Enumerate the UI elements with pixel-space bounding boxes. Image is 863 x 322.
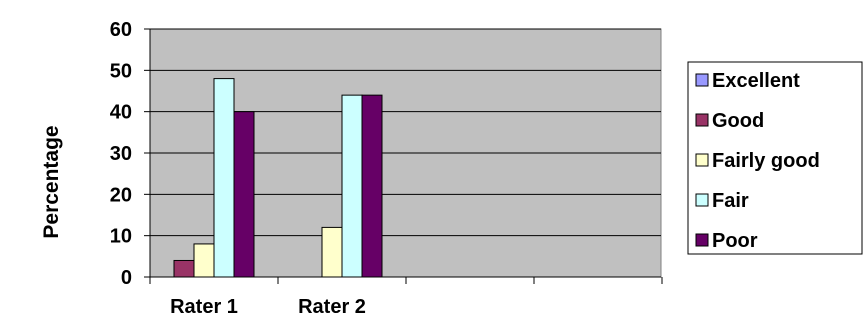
x-category-label: Rater 1 xyxy=(170,296,238,318)
y-tick-label: 40 xyxy=(110,102,132,124)
y-tick-label: 50 xyxy=(110,60,132,82)
bars xyxy=(173,78,383,278)
x-category-labels: Rater 1 Rater 2 xyxy=(170,296,366,318)
y-tick-label: 20 xyxy=(110,184,132,206)
legend-swatch xyxy=(695,113,709,127)
legend: Excellent Good Fairly good Fair Poor xyxy=(687,61,863,255)
legend-swatch xyxy=(695,153,709,167)
legend-swatch xyxy=(695,73,709,87)
legend-label: Fairly good xyxy=(712,150,820,172)
legend-label: Excellent xyxy=(712,70,800,92)
legend-label: Good xyxy=(712,110,764,132)
bar-rater-2-fairly-good xyxy=(321,226,343,278)
legend-swatch xyxy=(695,233,709,247)
legend-box xyxy=(687,61,863,255)
bar-rater-1-fairly-good xyxy=(193,243,215,278)
axes xyxy=(144,28,663,284)
bar-rater-1-poor xyxy=(233,111,255,278)
legend-label: Poor xyxy=(712,230,758,252)
bar-rater-1-good xyxy=(173,259,195,278)
bar-rater-2-poor xyxy=(361,94,383,278)
y-tick-label: 0 xyxy=(121,267,132,289)
legend-swatch xyxy=(695,193,709,207)
bar-rater-1-fair xyxy=(213,78,235,278)
y-axis-title: Percentage xyxy=(40,125,63,238)
x-category-label: Rater 2 xyxy=(298,296,366,318)
legend-label: Fair xyxy=(712,190,749,212)
y-tick-label: 60 xyxy=(110,19,132,41)
y-tick-label: 30 xyxy=(110,143,132,165)
y-tick-label: 10 xyxy=(110,226,132,248)
bar-rater-2-fair xyxy=(341,94,363,278)
y-tick-labels: 0 10 20 30 40 50 60 xyxy=(110,19,132,289)
